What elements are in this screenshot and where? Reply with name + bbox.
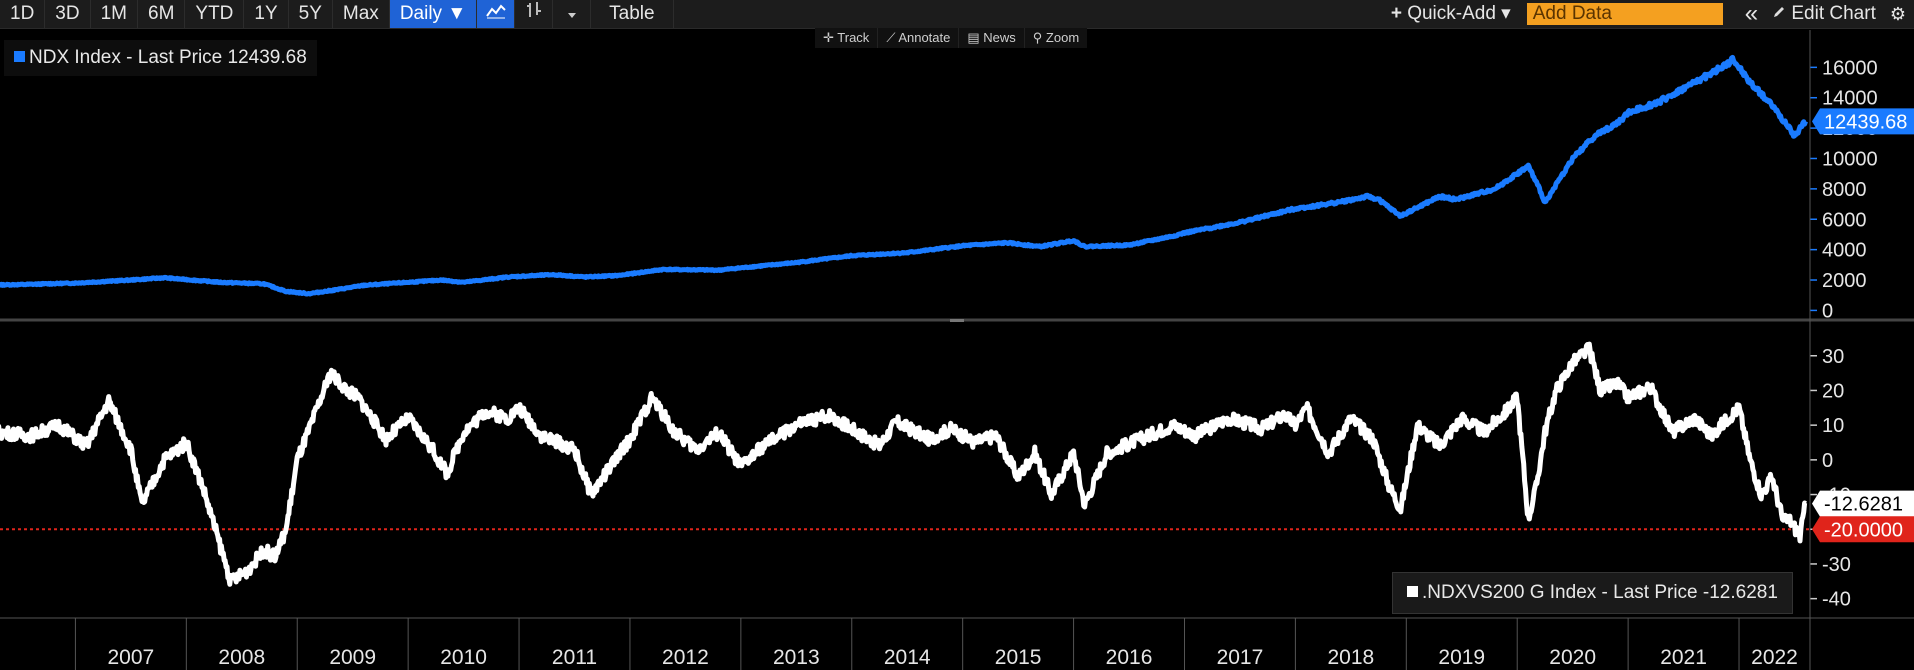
y-tick-label: 16000 [1822,57,1878,79]
y-tick-label: 8000 [1822,179,1867,201]
y-tick-label: 10 [1822,415,1844,437]
x-tick-label: 2018 [1327,646,1374,669]
y-tick-label: -40 [1822,589,1851,611]
chart-tools-bar: ✛ Track ⟋ Annotate ▤ News ⚲ Zoom [815,28,1088,48]
chart-toolbar: 1D 3D 1M 6M YTD 1Y 5Y Max Daily ▼ Table + Quick… [0,0,1914,29]
top-legend-label: NDX Index - Last Price 12439.68 [29,47,307,68]
track-tool[interactable]: ✛ Track [815,28,879,48]
x-tick-label: 2021 [1660,646,1707,669]
x-tick-label: 2022 [1751,646,1798,669]
range-button-ytd[interactable]: YTD [185,0,245,28]
range-button-1d[interactable]: 1D [0,0,46,28]
y-tick-label: 4000 [1822,240,1867,262]
range-button-5y[interactable]: 5Y [289,0,333,28]
y-tick-label: 10000 [1822,148,1878,170]
quick-add-label: Quick-Add ▾ [1407,3,1511,24]
x-tick-label: 2007 [108,646,155,669]
crosshair-icon: ✛ [823,30,838,45]
y-tick-label: 2000 [1822,270,1867,292]
y-tick-label: 0 [1822,450,1833,472]
edit-chart-button[interactable]: Edit Chart [1766,0,1882,28]
news-label: News [983,30,1016,45]
top-price-pane: 0200040006000800010000120001400016000124… [0,54,1914,322]
edit-chart-label: Edit Chart [1791,3,1876,24]
series-line [0,341,1808,587]
x-tick-label: 2013 [773,646,820,669]
x-tick-label: 2019 [1438,646,1485,669]
series-swatch [1407,586,1418,597]
pencil-icon [1772,3,1791,24]
range-button-3d[interactable]: 3D [45,0,91,28]
news-tool[interactable]: ▤ News [959,28,1025,48]
x-tick-label: 2016 [1106,646,1153,669]
x-tick-label: 2017 [1217,646,1264,669]
annotate-label: Annotate [898,30,951,45]
x-tick-label: 2011 [552,646,597,669]
plus-icon: + [1390,3,1402,24]
bottom-oscillator-pane: -40-30-20-100102030-12.6281-20.0000 [0,341,1914,611]
bottom-legend-label: .NDXVS200 G Index - Last Price -12.6281 [1422,582,1778,603]
top-legend[interactable]: NDX Index - Last Price 12439.68 [4,40,317,76]
y-tick-label: 6000 [1822,209,1867,231]
y-tick-label: 30 [1822,346,1844,368]
y-tick-label: -30 [1822,554,1851,576]
series-swatch [14,51,25,62]
chevron-down-icon[interactable] [553,0,592,28]
toolbar-right: + Quick-Add ▾ Add Data « Edit Chart ⚙ [1381,0,1914,28]
add-data-input[interactable]: Add Data [1526,3,1723,25]
bar-chart-icon[interactable] [515,0,554,28]
x-tick-label: 2008 [218,646,265,669]
x-tick-label: 2014 [884,646,931,669]
bottom-last-price-label: -12.6281 [1824,494,1903,516]
threshold-label-bg [1812,516,1914,543]
frequency-dropdown[interactable]: Daily ▼ [389,0,478,28]
bottom-last-price-label-bg [1812,490,1914,517]
range-button-1y[interactable]: 1Y [244,0,289,28]
pane-resize-handle [950,319,964,322]
track-label: Track [837,30,870,45]
x-tick-label: 2012 [662,646,709,669]
range-button-6m[interactable]: 6M [138,0,186,28]
range-buttons: 1D 3D 1M 6M YTD 1Y 5Y Max [0,0,390,28]
x-tick-label: 2010 [440,646,487,669]
range-button-max[interactable]: Max [333,0,390,28]
annotate-icon: ⟋ [886,30,899,45]
top-last-price-label: 12439.68 [1824,111,1907,133]
x-axis: 2007 2008 2009 2010 2011 2012 2013 2014 2015 2016… [74,618,1811,670]
magnifier-icon: ⚲ [1032,30,1046,45]
zoom-label: Zoom [1045,30,1080,45]
collapse-icon[interactable]: « [1744,0,1759,27]
news-icon: ▤ [967,30,984,45]
zoom-tool[interactable]: ⚲ Zoom [1025,28,1087,48]
threshold-label: -20.0000 [1824,519,1903,541]
annotate-tool[interactable]: ⟋ Annotate [878,28,960,48]
x-tick-label: 2015 [995,646,1042,669]
x-tick-label: 2020 [1549,646,1596,669]
x-tick-label: 2009 [329,646,376,669]
top-last-price-label-bg [1812,108,1914,135]
table-button[interactable]: Table [591,0,674,28]
series-line [0,54,1808,297]
y-tick-label: 20 [1822,380,1844,402]
bottom-legend[interactable]: .NDXVS200 G Index - Last Price -12.6281 [1392,572,1793,614]
y-tick-label: 0 [1822,300,1833,322]
quick-add-button[interactable]: + Quick-Add ▾ [1381,0,1521,28]
range-button-1m[interactable]: 1M [91,0,138,28]
line-chart-icon[interactable] [477,0,516,28]
gear-icon[interactable]: ⚙ [1889,4,1906,24]
y-tick-label: 14000 [1822,88,1878,110]
